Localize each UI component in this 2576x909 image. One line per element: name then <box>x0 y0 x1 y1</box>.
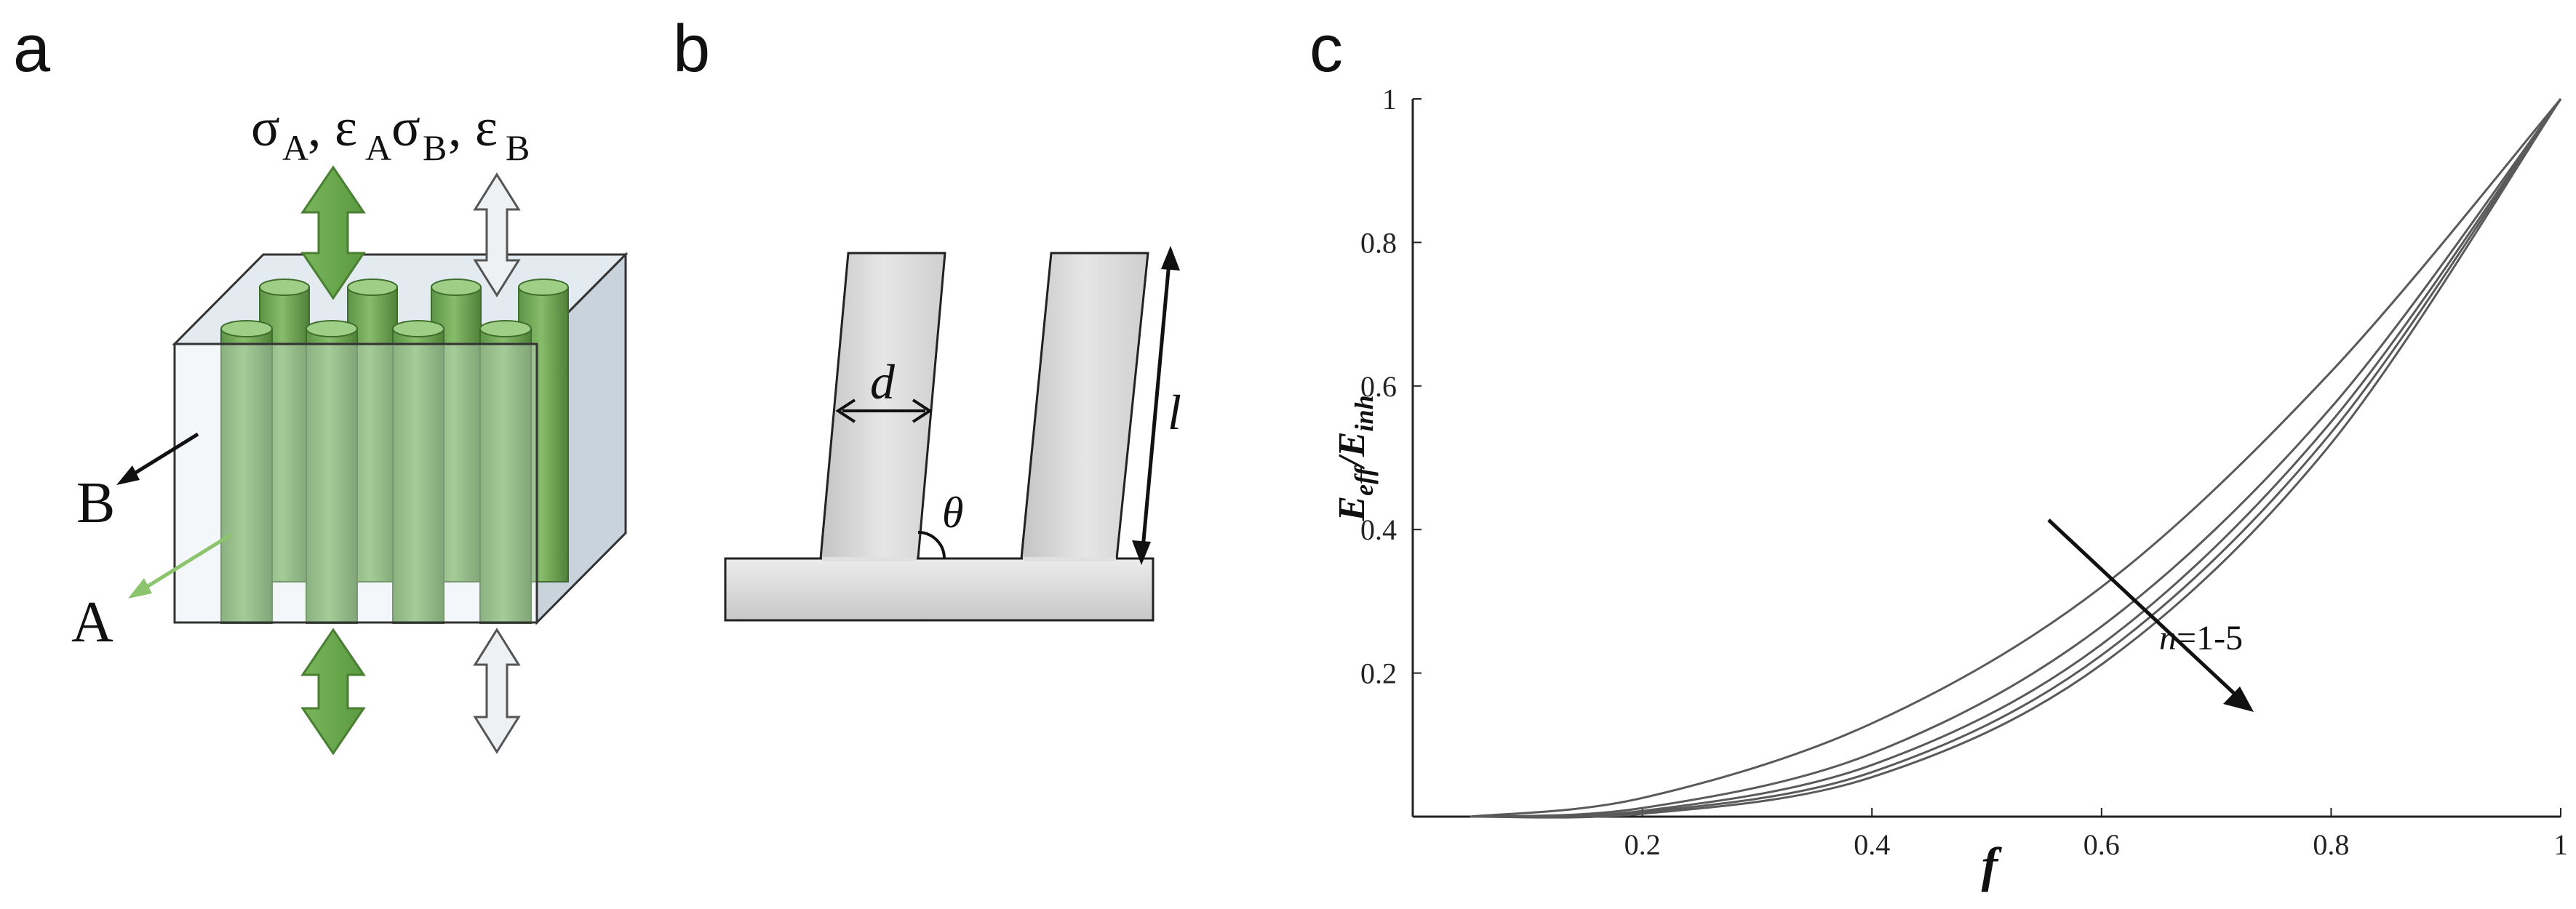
chart-axes <box>1411 99 2561 818</box>
y-axis-label: Eeff/Einh <box>1331 395 1379 521</box>
x-tick-label: 0.2 <box>1624 828 1661 861</box>
label-d: d <box>870 354 896 409</box>
chart: c 0.2 0.4 0.6 0.8 1 0.2 0.4 0.6 0.8 1 Eeff/Einh f… <box>1309 12 2568 892</box>
panel-letter-c: c <box>1309 12 1343 86</box>
substrate-base <box>724 557 1155 622</box>
x-tick-label: 0.4 <box>1854 828 1890 861</box>
label-b: B <box>76 471 115 535</box>
panel-b-figure: b d θ l <box>673 12 1181 622</box>
pillar-left <box>819 252 946 560</box>
panel-letter-a: a <box>13 12 51 86</box>
trend-arrow <box>2047 518 2254 712</box>
series-line-n3 <box>1470 98 2562 818</box>
label-theta: θ <box>942 489 963 537</box>
label-l: l <box>1168 385 1181 440</box>
panel-b: b d θ l <box>655 0 1295 909</box>
panel-a: a σ A , ε A σ B , ε B <box>0 0 655 909</box>
y-tick-label: 0.4 <box>1360 513 1397 546</box>
panel-c: c 0.2 0.4 0.6 0.8 1 0.2 0.4 0.6 0.8 1 Eeff/Einh f… <box>1295 0 2576 909</box>
series-line-n4 <box>1470 98 2562 818</box>
green-arrow-top <box>300 165 366 300</box>
joint-right <box>1023 557 1116 561</box>
series-line-n5 <box>1470 98 2562 819</box>
series-line-n1 <box>1470 98 2562 818</box>
white-arrow-bottom <box>473 628 521 754</box>
joint-left <box>822 557 917 561</box>
direction-arrow-b <box>116 432 199 485</box>
white-arrow-top <box>473 172 521 297</box>
svg-text:n=1-5: n=1-5 <box>2159 619 2243 657</box>
chart-series <box>1470 98 2562 819</box>
label-a: A <box>71 590 113 654</box>
svg-text:B: B <box>506 127 530 168</box>
dimension-d-arrow <box>835 399 933 423</box>
direction-arrow-a <box>128 532 233 598</box>
y-tick-label: 1 <box>1382 83 1397 116</box>
angle-theta-arc <box>917 531 946 559</box>
panel-letter-b: b <box>673 12 710 86</box>
dimension-l-arrow <box>1132 246 1180 565</box>
svg-text:Eeff/Einh: Eeff/Einh <box>1331 395 1379 521</box>
annotation-n: n=1-5 <box>2159 619 2243 657</box>
x-tick-label: 0.6 <box>2083 828 2120 861</box>
x-tick-label: 0.8 <box>2313 828 2349 861</box>
chart-ticks: 0.2 0.4 0.6 0.8 1 0.2 0.4 0.6 0.8 1 <box>1360 83 2568 861</box>
green-arrow-bottom <box>300 628 366 756</box>
svg-text:A: A <box>365 127 391 168</box>
panel-a-figure: a σ A , ε A σ B , ε B <box>13 12 629 756</box>
pillar-right <box>1020 252 1149 560</box>
stress-label-b: σ B , ε B <box>391 98 530 168</box>
svg-text:, ε: , ε <box>448 98 498 158</box>
svg-text:σ: σ <box>391 98 420 158</box>
svg-text:B: B <box>423 127 447 168</box>
series-line-n2 <box>1470 98 2562 818</box>
y-tick-label: 0.8 <box>1360 226 1397 259</box>
svg-text:A: A <box>282 127 308 168</box>
x-axis-label: f <box>1982 837 2003 892</box>
svg-text:σ: σ <box>251 98 280 158</box>
svg-text:, ε: , ε <box>308 98 357 158</box>
y-tick-label: 0.6 <box>1360 370 1397 403</box>
stress-label-a: σ A , ε A <box>251 98 391 168</box>
x-tick-label: 1 <box>2553 828 2568 861</box>
y-tick-label: 0.2 <box>1360 657 1397 690</box>
matrix-front-face <box>173 343 538 624</box>
